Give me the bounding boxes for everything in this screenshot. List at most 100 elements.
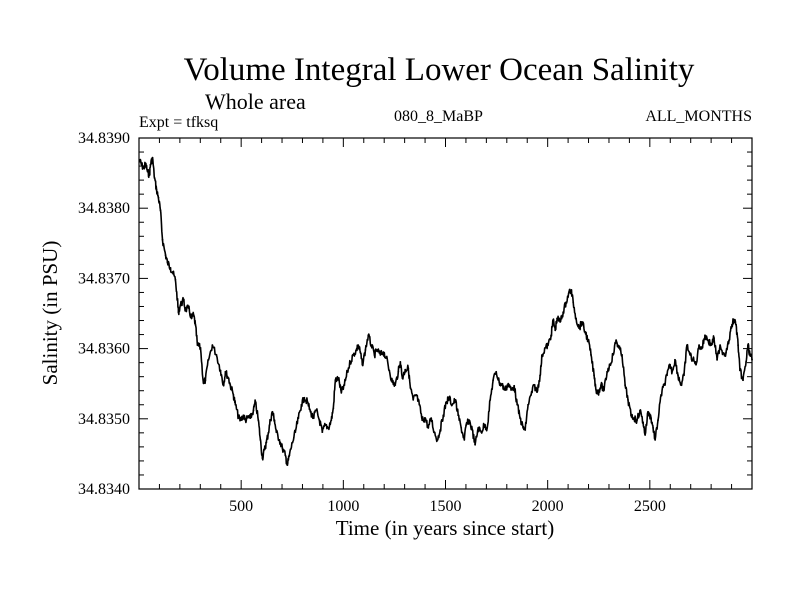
data-point [164, 254, 167, 257]
data-point [357, 344, 360, 346]
data-point [263, 448, 266, 451]
data-point [439, 429, 442, 431]
data-point [483, 424, 486, 427]
data-point [587, 339, 590, 342]
data-point [288, 454, 291, 457]
data-point [636, 419, 638, 422]
data-point [692, 358, 694, 361]
data-point [159, 209, 162, 212]
plot-frame [138, 137, 753, 490]
data-point [196, 344, 199, 346]
data-point [524, 429, 527, 431]
data-point [468, 419, 471, 422]
data-point [539, 374, 542, 377]
data-point [510, 389, 512, 391]
data-point [737, 344, 740, 346]
data-point [609, 363, 611, 366]
data-point [722, 351, 724, 354]
data-point [370, 344, 373, 346]
data-point [192, 314, 195, 316]
data-point [716, 358, 718, 361]
data-point [306, 401, 309, 403]
data-point [373, 354, 376, 356]
data-point [361, 363, 364, 366]
data-point [267, 431, 270, 434]
data-point [650, 417, 652, 419]
data-point [151, 156, 154, 159]
data-point [647, 410, 649, 413]
data-point [430, 417, 433, 419]
data-point [401, 377, 404, 379]
data-point [642, 421, 644, 424]
data-point [184, 309, 187, 311]
data-point [530, 394, 533, 396]
data-point [355, 349, 358, 351]
data-point [232, 394, 235, 396]
data-point [654, 438, 657, 441]
data-point [318, 419, 321, 422]
data-point [644, 434, 647, 436]
data-point [265, 441, 268, 444]
data-point [281, 447, 284, 450]
data-point [169, 266, 172, 269]
data-point [144, 163, 147, 165]
data-point [689, 354, 691, 356]
data-point [242, 414, 245, 417]
data-point [584, 330, 586, 333]
axis-tick-labels: 500 1000 1500 2000 2500 34.8340 34.8350 34.8360… [78, 130, 666, 515]
data-point [433, 431, 436, 434]
data-point [674, 358, 676, 361]
y-tick-label: 34.8350 [78, 411, 130, 428]
data-point [321, 431, 324, 434]
data-point [747, 344, 749, 346]
y-tick-label: 34.8390 [78, 130, 130, 147]
data-point [284, 454, 287, 457]
data-point [550, 334, 553, 337]
data-point [247, 416, 250, 419]
data-point [593, 374, 595, 377]
data-point [719, 344, 722, 346]
y-tick-label: 34.8340 [78, 481, 130, 498]
data-point [657, 419, 659, 422]
data-point [252, 409, 255, 412]
data-point [745, 361, 747, 363]
data-point [211, 344, 214, 346]
data-point [146, 170, 149, 173]
x-tick-label: 1500 [430, 498, 462, 515]
data-point [275, 431, 278, 434]
data-point [536, 391, 538, 394]
data-point [498, 381, 501, 384]
data-point [219, 369, 222, 372]
data-point [427, 427, 430, 429]
data-point [624, 384, 627, 387]
data-point [294, 431, 297, 434]
data-point [686, 344, 688, 346]
data-point [176, 299, 179, 302]
data-point [739, 369, 741, 372]
data-point [174, 278, 177, 281]
data-point [568, 290, 571, 293]
data-point [695, 363, 697, 366]
data-point [269, 419, 272, 422]
data-point [364, 349, 367, 351]
data-point [627, 398, 629, 401]
data-point [140, 163, 143, 166]
data-point [404, 368, 407, 371]
data-point [153, 177, 156, 179]
data-point [415, 394, 418, 396]
data-point [349, 361, 352, 363]
data-point [541, 354, 544, 356]
data-point [257, 419, 260, 422]
data-point [337, 377, 340, 379]
data-point [409, 387, 412, 389]
experiment-annotation: Expt = tfksq [139, 114, 219, 131]
data-point [507, 382, 510, 385]
data-point [621, 354, 623, 356]
data-point [501, 384, 504, 387]
data-point [312, 417, 315, 419]
data-point [448, 396, 451, 399]
data-point [471, 429, 474, 431]
data-point [522, 427, 525, 429]
data-point [340, 391, 343, 394]
